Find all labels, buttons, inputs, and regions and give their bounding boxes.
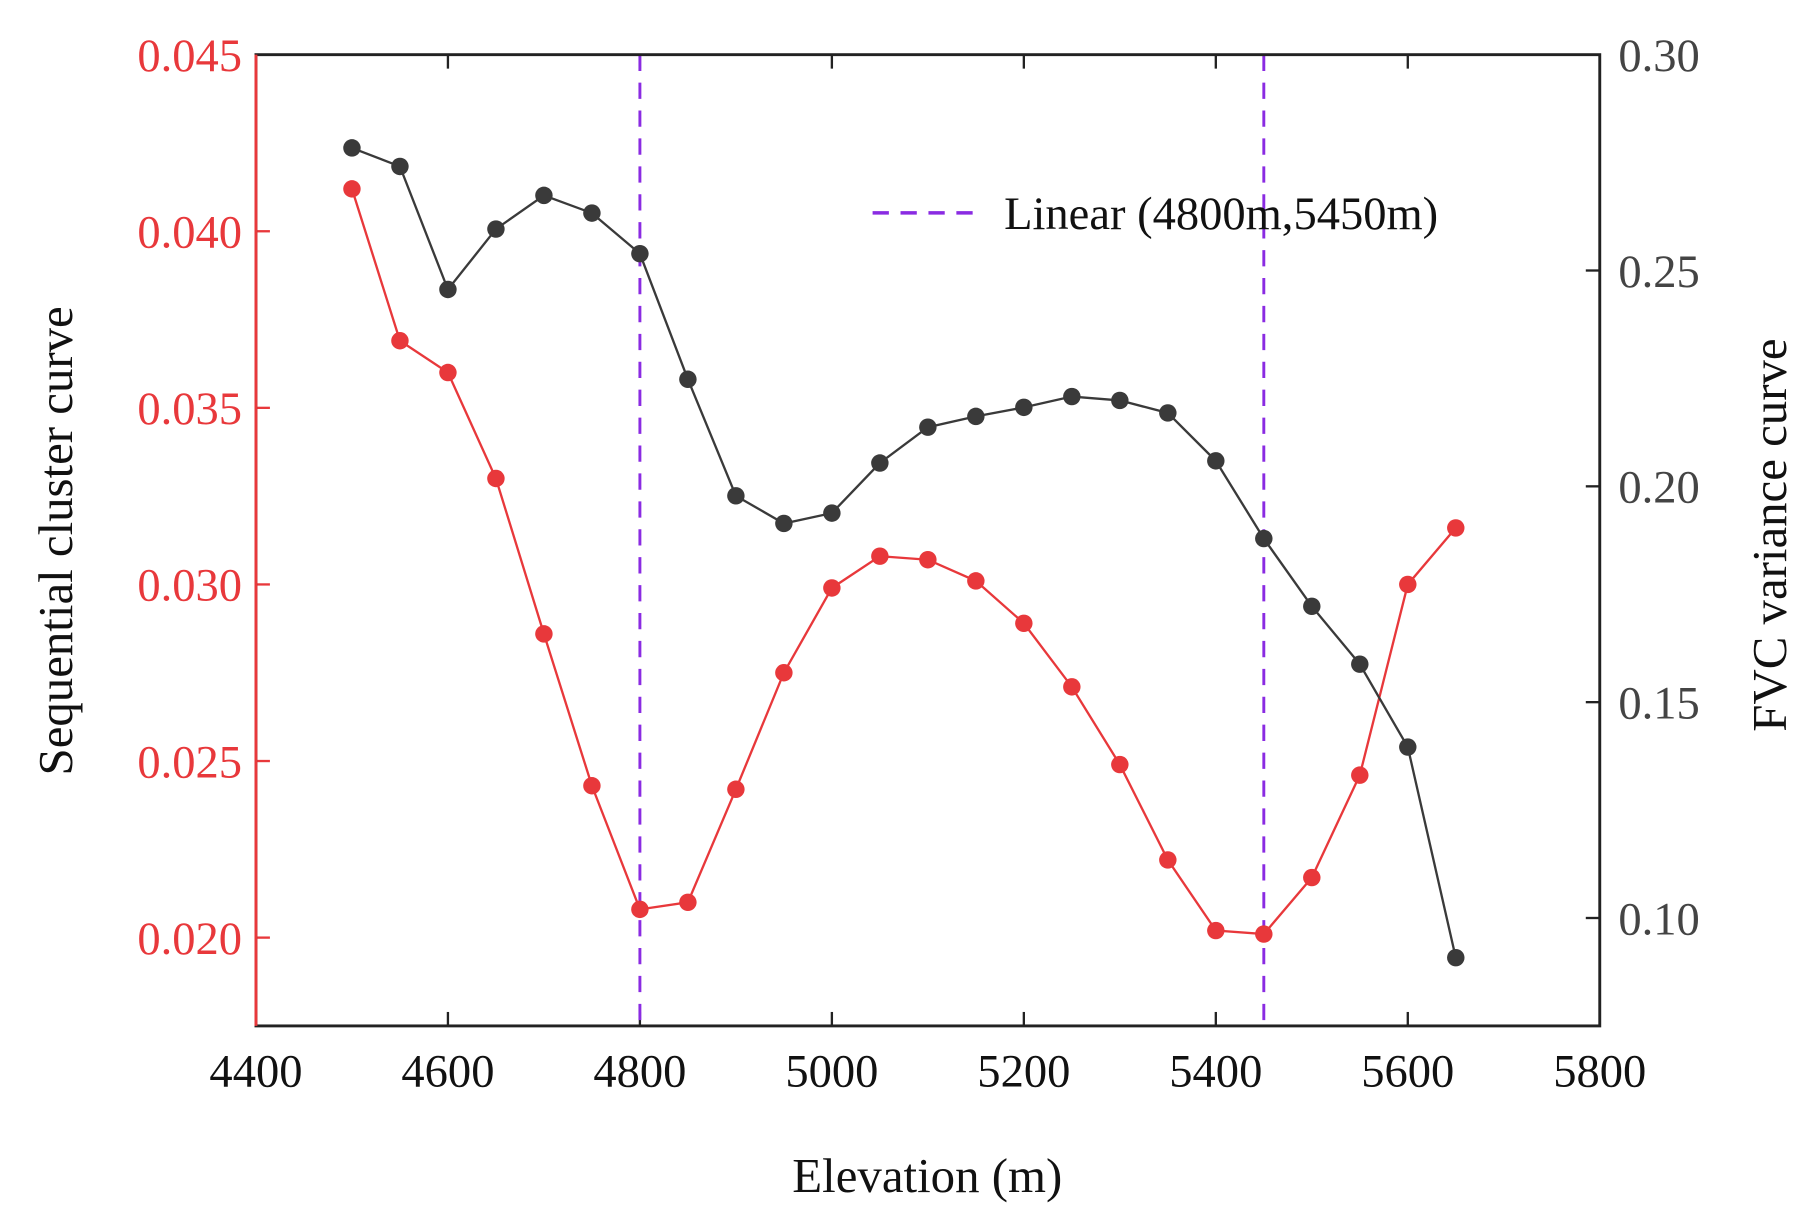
data-point-right <box>919 418 937 436</box>
data-point-left <box>1159 851 1177 869</box>
data-point-right <box>679 370 697 389</box>
left-y-tick-label: 0.040 <box>137 208 242 259</box>
data-point-right <box>583 204 601 222</box>
data-point-left <box>487 469 505 488</box>
data-point-right <box>967 407 985 426</box>
data-point-right <box>487 220 505 238</box>
data-point-left <box>871 547 889 565</box>
data-point-left <box>1063 678 1081 696</box>
right-axis-label: FVC variance curve <box>1742 338 1797 731</box>
data-point-left <box>1015 614 1033 633</box>
x-tick-label: 5400 <box>1169 1046 1262 1097</box>
data-point-right <box>871 454 889 472</box>
data-point-right <box>631 244 649 263</box>
data-point-left <box>535 625 553 643</box>
data-point-right <box>1447 948 1465 967</box>
data-point-left <box>1111 755 1129 774</box>
left-y-tick-label: 0.020 <box>137 914 242 965</box>
data-point-left <box>631 900 649 919</box>
left-y-tick-label: 0.025 <box>137 737 242 788</box>
data-point-right <box>1303 597 1321 616</box>
data-point-right <box>535 186 553 205</box>
right-y-tick-label: 0.20 <box>1618 463 1699 514</box>
data-point-right <box>1159 404 1177 422</box>
series-line-right <box>351 146 1457 958</box>
right-y-tick-label: 0.15 <box>1618 678 1699 729</box>
data-point-left <box>1351 766 1369 784</box>
x-tick-label: 5600 <box>1361 1046 1454 1097</box>
x-tick-label: 4800 <box>593 1046 686 1097</box>
left-y-tick-label: 0.035 <box>137 384 242 435</box>
data-point-left <box>919 550 937 569</box>
data-point-left <box>1399 575 1417 594</box>
data-point-left <box>1255 925 1273 943</box>
data-point-left <box>823 579 841 597</box>
data-point-left <box>1207 921 1225 940</box>
data-point-right <box>343 139 361 157</box>
right-y-tick-label: 0.30 <box>1618 31 1699 82</box>
right-y-tick-label: 0.10 <box>1618 894 1699 945</box>
legend-label: Linear (4800m,5450m) <box>1004 189 1438 240</box>
data-point-right <box>1399 738 1417 756</box>
data-point-left <box>679 893 697 912</box>
data-point-left <box>391 332 409 350</box>
x-tick-label: 5800 <box>1553 1046 1646 1097</box>
data-point-right <box>1015 398 1033 417</box>
right-y-tick-label: 0.25 <box>1618 247 1699 298</box>
left-y-tick-label: 0.030 <box>137 561 242 612</box>
data-point-right <box>1207 452 1225 470</box>
data-point-right <box>727 487 745 505</box>
data-point-left <box>727 780 745 799</box>
data-point-left <box>583 777 601 795</box>
data-point-right <box>823 504 841 522</box>
data-point-right <box>1111 391 1129 410</box>
legend: Linear (4800m,5450m) <box>872 189 1438 240</box>
data-point-left <box>1303 868 1321 887</box>
data-point-left <box>439 363 457 382</box>
data-point-left <box>1447 519 1465 537</box>
x-tick-label: 5000 <box>785 1046 878 1097</box>
x-tick-label: 4400 <box>209 1046 302 1097</box>
data-point-left <box>967 572 985 590</box>
x-tick-label: 5200 <box>977 1046 1070 1097</box>
left-y-tick-label: 0.045 <box>137 31 242 82</box>
data-point-right <box>775 514 793 533</box>
data-point-left <box>775 664 793 682</box>
data-point-right <box>391 157 409 176</box>
data-point-left <box>343 180 361 198</box>
x-axis-label: Elevation (m) <box>792 1148 1062 1203</box>
data-point-right <box>1255 529 1273 548</box>
data-point-right <box>1351 655 1369 673</box>
data-point-right <box>439 280 457 299</box>
series-line-left <box>350 188 1457 936</box>
data-point-right <box>1063 387 1081 406</box>
x-tick-label: 4600 <box>401 1046 494 1097</box>
left-axis-label: Sequential cluster curve <box>28 306 83 775</box>
